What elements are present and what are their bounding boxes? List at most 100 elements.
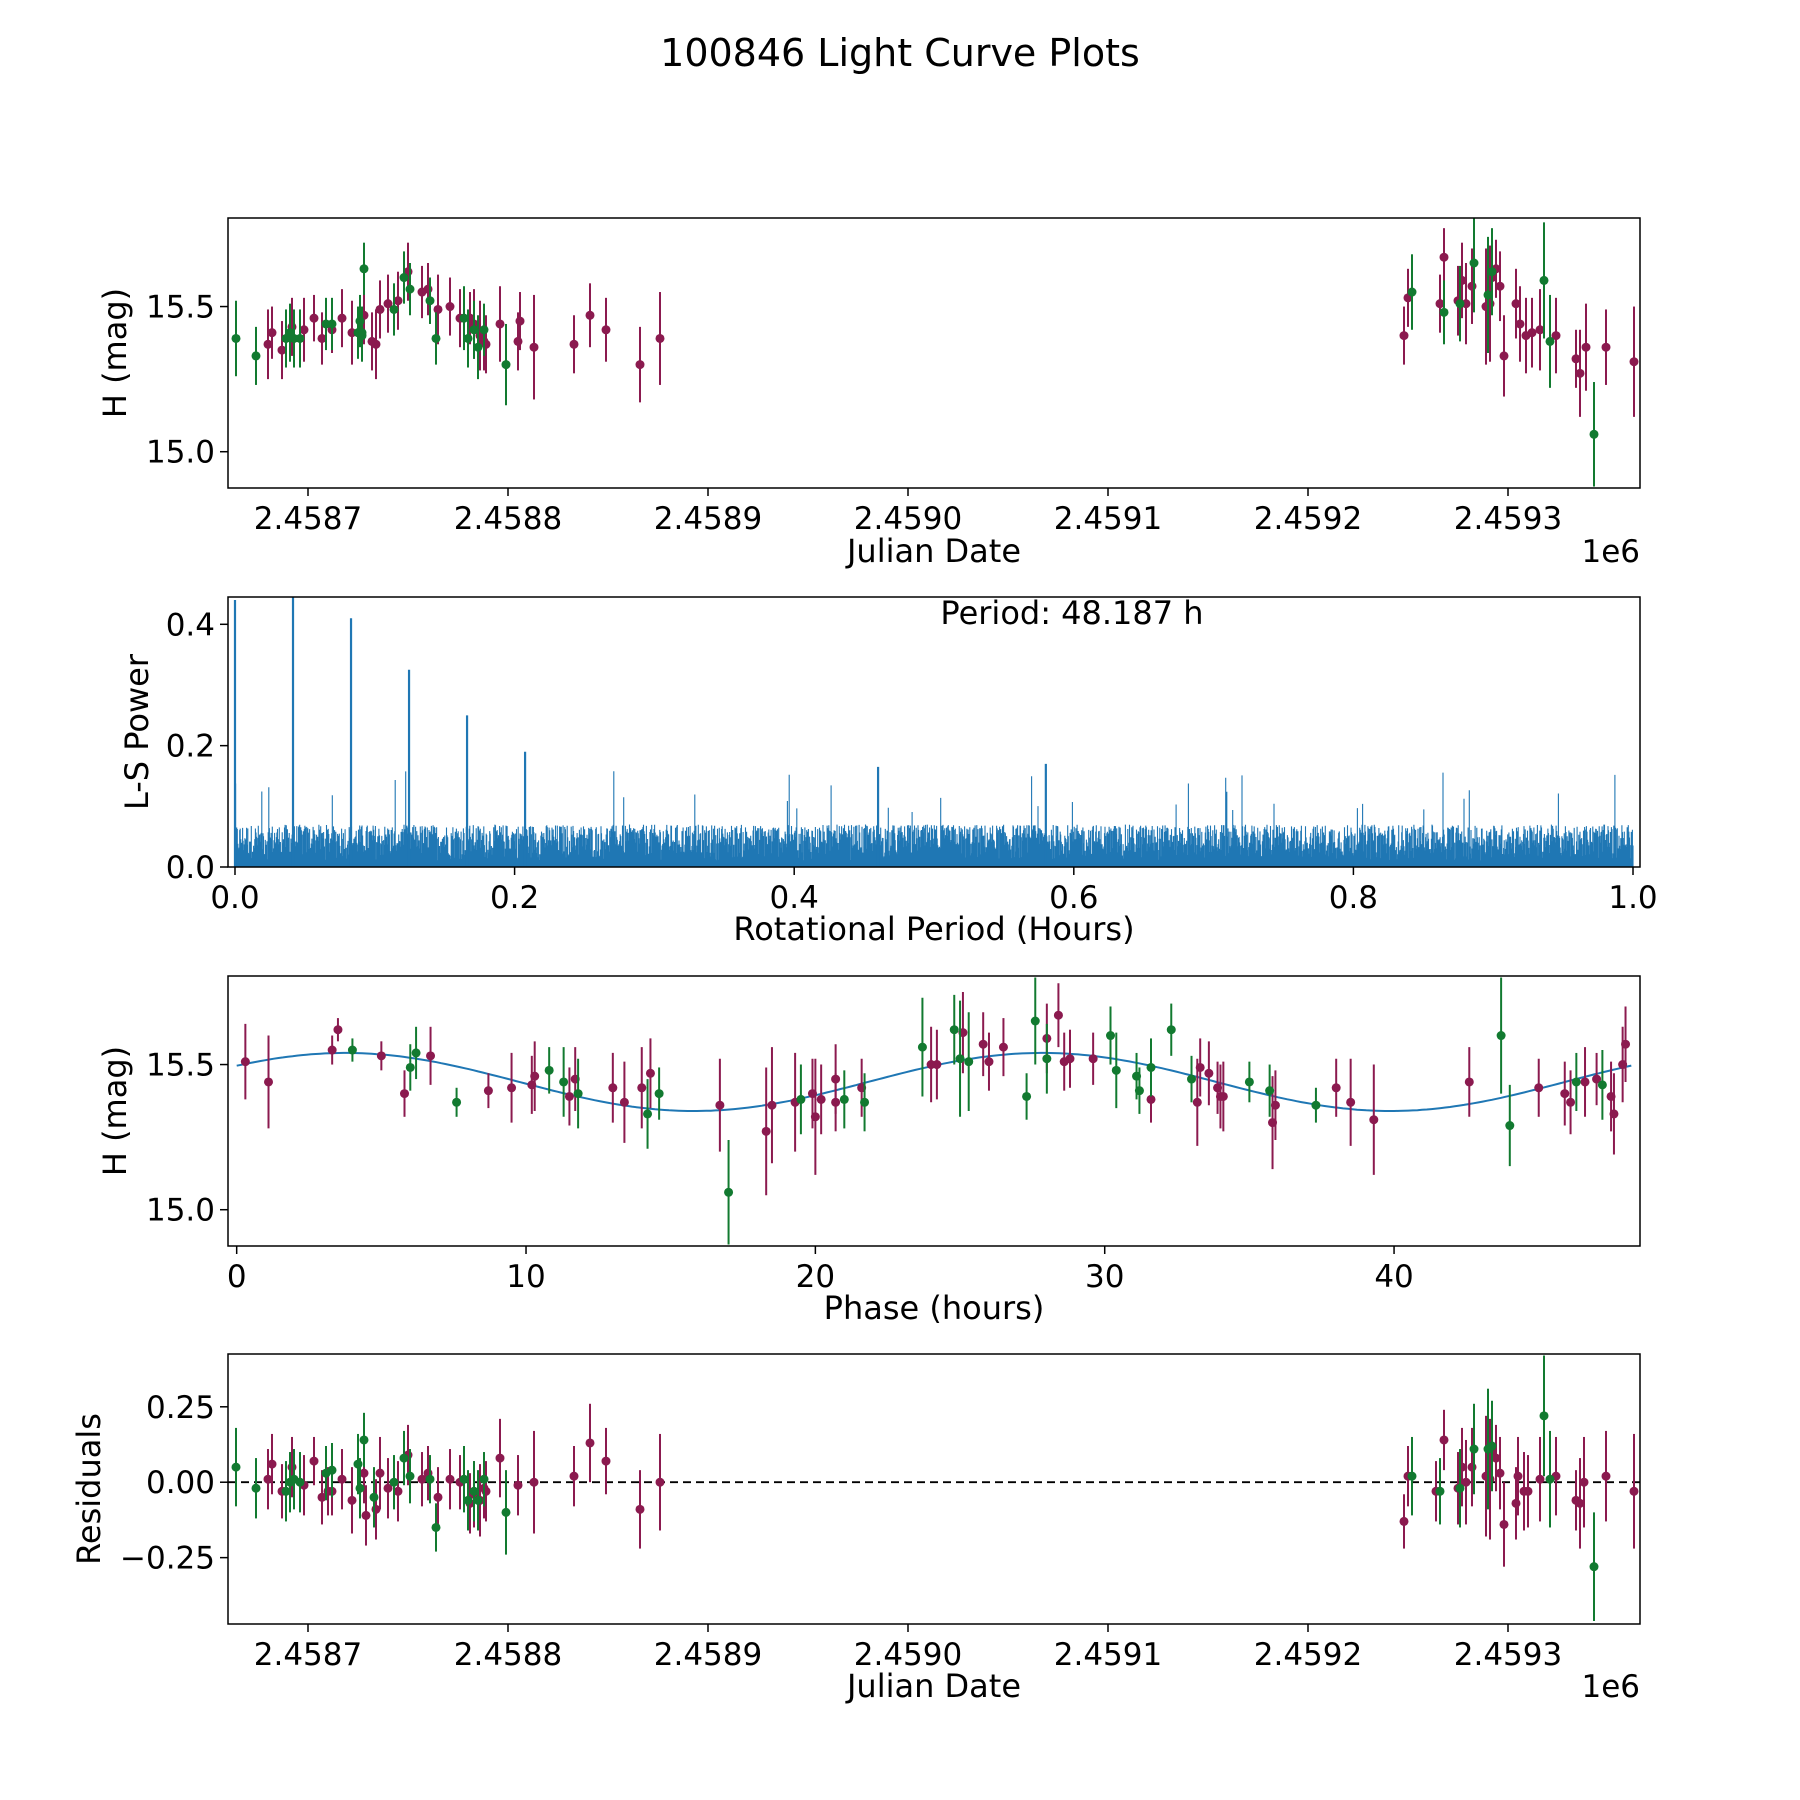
light-curve-filter-2-point (405, 284, 415, 294)
residuals-filter-1-point (361, 1510, 371, 1520)
light-curve-filter-1-point (263, 339, 273, 349)
light-curve-filter-1-point (1571, 354, 1581, 364)
residuals-filter-2-point (1545, 1474, 1555, 1484)
light-curve-filter-1-point (1535, 325, 1545, 335)
power-spectrum-line (234, 771, 1634, 867)
residuals-offset-label: 1e6 (1581, 1669, 1640, 1705)
periodogram-xtick-label: 0.8 (1329, 880, 1378, 916)
phase-folded-filter-1-point (1331, 1083, 1341, 1093)
phase-folded-filter-1-point (1270, 1100, 1280, 1110)
phase-folded-filter-1-point (1534, 1083, 1544, 1093)
residuals-filter-1-point (359, 1468, 369, 1478)
light-curve-xtick-label: 2.4593 (1454, 501, 1562, 537)
residuals-filter-1-point (337, 1474, 347, 1484)
light-curve-filter-2-point (463, 333, 473, 343)
residuals-frame (227, 1353, 1641, 1625)
phase-folded-filter-2-point (1146, 1062, 1156, 1072)
residuals-filter-1-point (347, 1495, 357, 1505)
phase-folded-filter-2-point (1134, 1086, 1144, 1096)
light-curve-filter-1-point (515, 316, 525, 326)
light-curve-filter-2-point (431, 333, 441, 343)
phase-folded-ytick-label: 15.0 (146, 1193, 215, 1229)
phase-folded-filter-1-point (1369, 1115, 1379, 1125)
phase-folded-filter-2-point (1496, 1031, 1506, 1041)
period-annotation: Period: 48.187 h (940, 594, 1203, 632)
light-curve-xtick-label: 2.4588 (454, 501, 562, 537)
periodogram-xtick-label: 0.2 (490, 880, 539, 916)
residuals-filter-2-point (399, 1453, 409, 1463)
periodogram-ylabel: L-S Power (118, 653, 156, 810)
light-curve-filter-1-point (277, 345, 287, 355)
light-curve-filter-1-point (481, 339, 491, 349)
light-curve-filter-2-point (355, 316, 365, 326)
phase-folded-filter-1-point (1560, 1089, 1570, 1099)
residuals-filter-2-point (359, 1435, 369, 1445)
residuals-filter-2-point (251, 1483, 261, 1493)
residuals-filter-1-point (1513, 1471, 1523, 1481)
residuals-filter-2-point (463, 1495, 473, 1505)
phase-folded-filter-2-point (955, 1054, 965, 1064)
light-curve-filter-2-point (327, 319, 337, 329)
residuals-filter-1-point (287, 1462, 297, 1472)
phase-folded-filter-1-point (1053, 1010, 1063, 1020)
phase-folded-filter-1-point (1580, 1077, 1590, 1087)
residuals-filter-2-point (353, 1459, 363, 1469)
phase-folded-filter-2-point (1244, 1077, 1254, 1087)
residuals-filter-1-point (267, 1459, 277, 1469)
phase-folded-filter-2-point (796, 1094, 806, 1104)
phase-folded-filter-2-point (1265, 1086, 1275, 1096)
residuals-filter-1-point (655, 1477, 665, 1487)
residuals-filter-1-point (317, 1492, 327, 1502)
residuals-filter-1-point (635, 1504, 645, 1514)
residuals-filter-2-point (473, 1495, 483, 1505)
phase-folded-filter-1-point (984, 1057, 994, 1067)
light-curve-filter-2-point (1545, 336, 1555, 346)
light-curve-filter-2-point (357, 331, 367, 341)
phase-folded-filter-2-point (1022, 1091, 1032, 1101)
light-curve-filter-1-point (309, 313, 319, 323)
periodogram-ytick-label: 0.2 (166, 729, 215, 765)
phase-folded-filter-1-point (608, 1083, 618, 1093)
residuals-filter-2-point (369, 1492, 379, 1502)
phase-folded-filter-1-point (1621, 1039, 1631, 1049)
residuals-filter-1-point (1535, 1474, 1545, 1484)
phase-folded-filter-1-point (240, 1057, 250, 1067)
residuals-filter-1-point (433, 1492, 443, 1502)
residuals-xtick-label: 2.4592 (1254, 1637, 1362, 1673)
light-curve-filter-1-point (1527, 328, 1537, 338)
phase-folded-filter-2-point (573, 1089, 583, 1099)
light-curve-offset-label: 1e6 (1581, 534, 1640, 570)
phase-folded-filter-2-point (405, 1062, 415, 1072)
residuals-filter-1-point (1511, 1498, 1521, 1508)
phase-folded-filter-2-point (452, 1097, 462, 1107)
phase-folded-filter-1-point (507, 1083, 517, 1093)
phase-folded-filter-2-point (559, 1077, 569, 1087)
residuals-filter-2-point (1469, 1444, 1479, 1454)
residuals-filter-1-point (529, 1477, 539, 1487)
light-curve-filter-1-point (1551, 331, 1561, 341)
residuals-filter-2-point (1539, 1411, 1549, 1421)
periodogram-xtick-label: 0.4 (770, 880, 819, 916)
residuals-filter-2-point (355, 1483, 365, 1493)
light-curve-xtick-label: 2.4590 (854, 501, 962, 537)
light-curve-frame (227, 217, 1641, 489)
light-curve-filter-1-point (601, 325, 611, 335)
light-curve-filter-1-point (383, 299, 393, 309)
residuals-filter-1-point (585, 1438, 595, 1448)
phase-folded-filter-1-point (530, 1071, 540, 1081)
residuals-ytick-label: 0.00 (146, 1465, 215, 1501)
phase-folded-xtick-label: 40 (1374, 1259, 1413, 1295)
phase-folded-filter-1-point (1065, 1054, 1075, 1064)
light-curve-filter-2-point (469, 325, 479, 335)
light-curve-filter-1-point (495, 319, 505, 329)
periodogram-xtick-label: 0.0 (210, 880, 259, 916)
phase-folded-filter-2-point (347, 1045, 357, 1055)
residuals-panel: 2.4587 2.4588 2.4589 2.4590 2.4591 2.4592 2.45… (70, 1353, 1641, 1705)
residuals-filter-2-point (459, 1474, 469, 1484)
phase-folded-xlabel: Phase (hours) (824, 1289, 1045, 1327)
light-curve-filter-2-point (389, 304, 399, 314)
residuals-xtick-label: 2.4593 (1454, 1637, 1562, 1673)
light-curve-filter-1-point (1601, 342, 1611, 352)
phase-folded-filter-2-point (1042, 1054, 1052, 1064)
